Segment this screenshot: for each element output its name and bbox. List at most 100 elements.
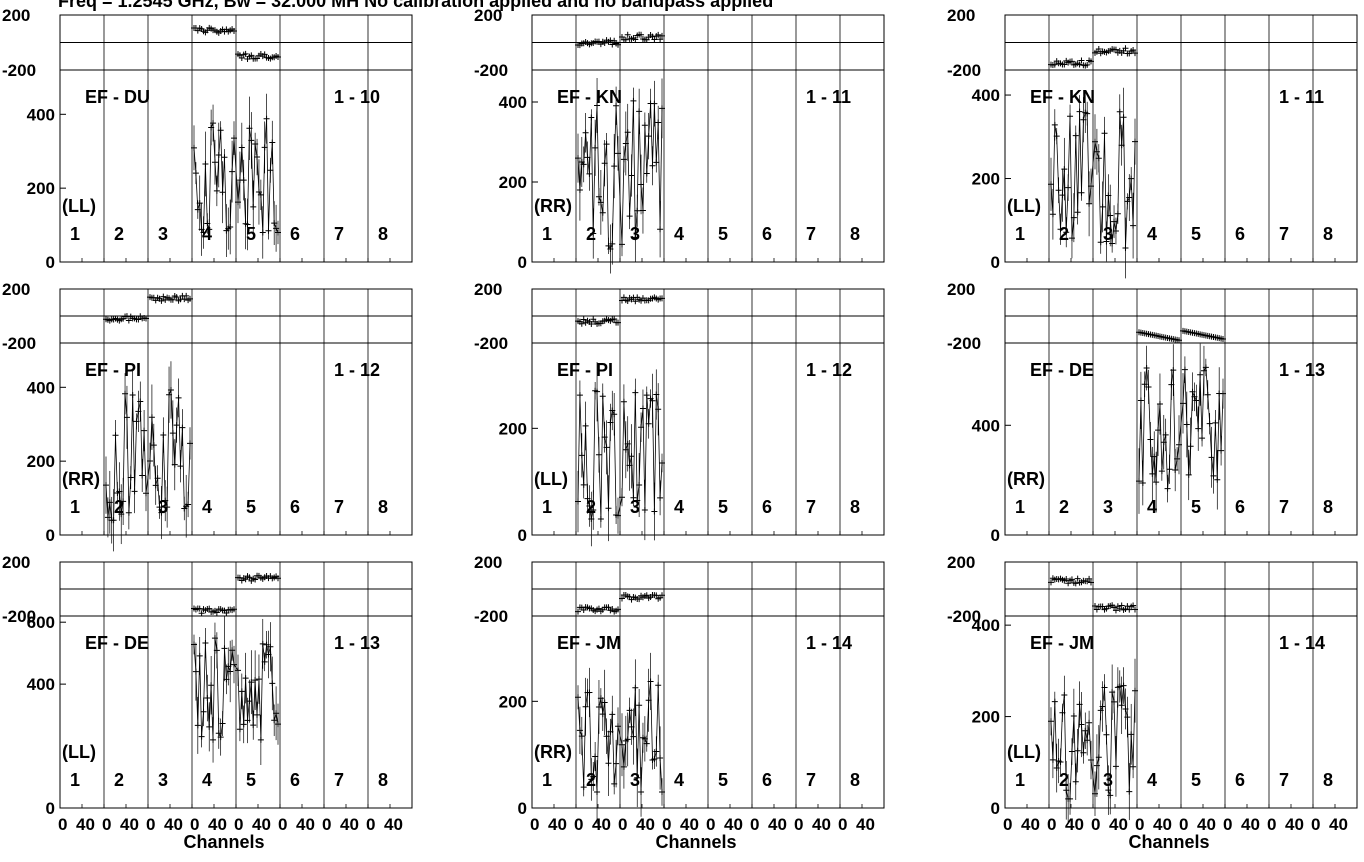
channel-tick-label: 40 (548, 815, 567, 834)
phase-point (261, 51, 268, 58)
amplitude-series-line (1050, 111, 1136, 249)
baseline-label: EF - DU (85, 87, 150, 107)
phase-point (1068, 58, 1075, 65)
subband-number: 2 (1059, 224, 1069, 244)
polarization-label: (LL) (62, 742, 96, 762)
phase-point (638, 31, 645, 38)
phase-point (624, 31, 631, 38)
subband-number: 7 (1279, 770, 1289, 790)
phase-point (655, 31, 662, 38)
subband-number: 8 (1323, 770, 1333, 790)
amplitude-tick-label: 0 (991, 799, 1000, 818)
channel-tick-label: 0 (1267, 815, 1276, 834)
channel-tick-label: 40 (1197, 815, 1216, 834)
baseline-label: EF - PI (557, 360, 613, 380)
phase-point (275, 575, 281, 582)
subband-number: 6 (290, 224, 300, 244)
channel-tick-label: 40 (856, 815, 875, 834)
channel-tick-label: 0 (102, 815, 111, 834)
amplitude-tick-label: 0 (991, 253, 1000, 272)
subband-number: 4 (202, 224, 212, 244)
subband-number: 4 (202, 770, 212, 790)
amplitude-tick-label: 400 (972, 416, 1000, 435)
amplitude-series-line (1050, 685, 1136, 800)
phase-point (246, 574, 253, 581)
channel-tick-label: 0 (146, 815, 155, 834)
phase-point (636, 596, 643, 603)
channel-tick-label: 0 (58, 815, 67, 834)
phase-tick-label: 200 (2, 553, 30, 572)
phase-point (223, 609, 230, 616)
subband-number: 8 (1323, 224, 1333, 244)
phase-tick-label: 200 (474, 553, 502, 572)
phase-point (1126, 606, 1133, 613)
baseline-label: EF - JM (1030, 633, 1094, 653)
phase-point (622, 36, 629, 43)
phase-tick-label: -200 (474, 607, 508, 626)
subband-number: 3 (158, 497, 168, 517)
subband-number: 1 (70, 770, 80, 790)
phase-point (632, 36, 639, 43)
subband-number: 3 (630, 497, 640, 517)
phase-point (183, 292, 190, 299)
phase-tick-label: -200 (2, 334, 36, 353)
phase-tick-label: -200 (947, 334, 981, 353)
channel-tick-label: 40 (724, 815, 743, 834)
x-axis-label: Channels (183, 832, 264, 852)
baseline-label: EF - PI (85, 360, 141, 380)
phase-point (1084, 61, 1091, 68)
phase-point (609, 41, 616, 48)
channel-tick-label: 0 (1311, 815, 1320, 834)
subband-number: 7 (334, 770, 344, 790)
subband-number: 1 (70, 497, 80, 517)
amplitude-tick-label: 200 (27, 179, 55, 198)
phase-point (1112, 607, 1119, 614)
phase-point (615, 319, 621, 326)
subband-number: 6 (1235, 224, 1245, 244)
amplitude-tick-label: 0 (518, 799, 527, 818)
baseline-label: EF - DE (1030, 360, 1094, 380)
phase-tick-label: -200 (474, 61, 508, 80)
subband-number: 7 (806, 497, 816, 517)
channel-tick-label: 40 (208, 815, 227, 834)
polarization-label: (RR) (534, 196, 572, 216)
amplitude-series-line (105, 389, 191, 521)
polarization-label: (RR) (1007, 469, 1045, 489)
subband-number: 8 (850, 497, 860, 517)
polarization-label: (LL) (1007, 742, 1041, 762)
phase-point (143, 315, 149, 322)
channel-tick-label: 40 (120, 815, 139, 834)
subband-number: 4 (1147, 770, 1157, 790)
amplitude-tick-label: 200 (972, 170, 1000, 189)
subband-number: 7 (806, 770, 816, 790)
phase-point (1118, 602, 1125, 609)
phase-point (1088, 58, 1094, 65)
subband-number: 6 (290, 770, 300, 790)
phase-point (659, 32, 665, 39)
phase-tick-label: 200 (474, 280, 502, 299)
subband-number: 6 (762, 497, 772, 517)
subband-number: 7 (806, 224, 816, 244)
subband-number: 5 (718, 224, 728, 244)
channel-tick-label: 0 (1047, 815, 1056, 834)
phase-tick-label: -200 (474, 334, 508, 353)
amplitude-tick-label: 400 (27, 675, 55, 694)
phase-point (605, 604, 612, 611)
phase-point (1116, 605, 1123, 612)
amplitude-tick-label: 0 (46, 526, 55, 545)
phase-point (169, 296, 176, 303)
baseline-index: 1 - 13 (1279, 360, 1325, 380)
subband-number: 1 (542, 497, 552, 517)
subband-number: 4 (202, 497, 212, 517)
subband-number: 3 (1103, 224, 1113, 244)
channel-tick-label: 40 (1109, 815, 1128, 834)
phase-point (1074, 575, 1081, 582)
phase-point (659, 295, 665, 302)
amplitude-tick-label: 200 (27, 452, 55, 471)
channel-tick-label: 40 (340, 815, 359, 834)
subband-number: 4 (674, 497, 684, 517)
